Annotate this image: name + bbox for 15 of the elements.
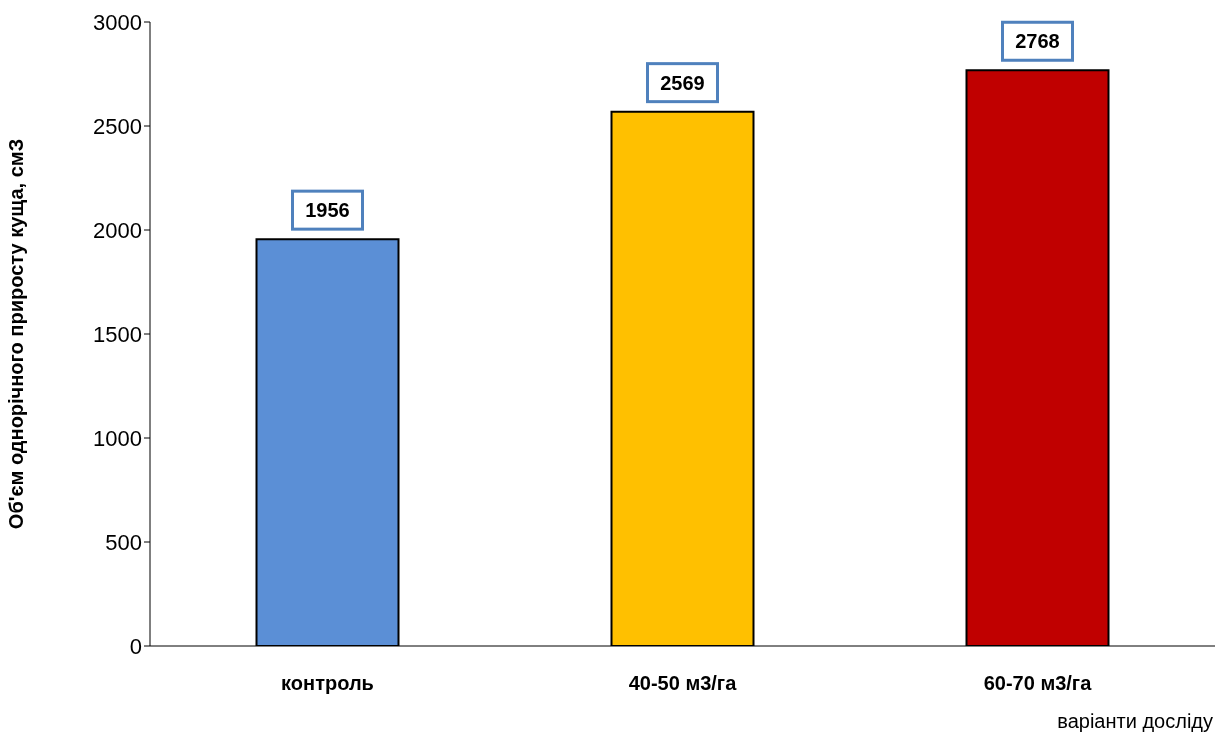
y-tick-label: 2000 — [93, 217, 142, 243]
x-tick-label: 40-50 м3/га — [628, 672, 738, 695]
x-tick-label: контроль — [281, 672, 374, 695]
data-label: 2768 — [1015, 30, 1060, 53]
y-tick-label: 1500 — [93, 321, 142, 347]
data-label: 1956 — [305, 199, 350, 222]
x-axis-title: варіанти досліду — [1057, 710, 1213, 732]
y-tick-label: 0 — [129, 633, 142, 659]
y-tick-label: 1000 — [93, 425, 142, 451]
y-tick-label: 2500 — [93, 113, 142, 139]
y-axis-title: Об'єм однорічного приросту куща, смЗ — [5, 138, 28, 530]
data-label: 2569 — [660, 71, 705, 94]
y-tick-label: 500 — [105, 529, 142, 555]
y-tick-label: 3000 — [93, 9, 142, 35]
x-tick-label: 60-70 м3/га — [983, 672, 1093, 695]
